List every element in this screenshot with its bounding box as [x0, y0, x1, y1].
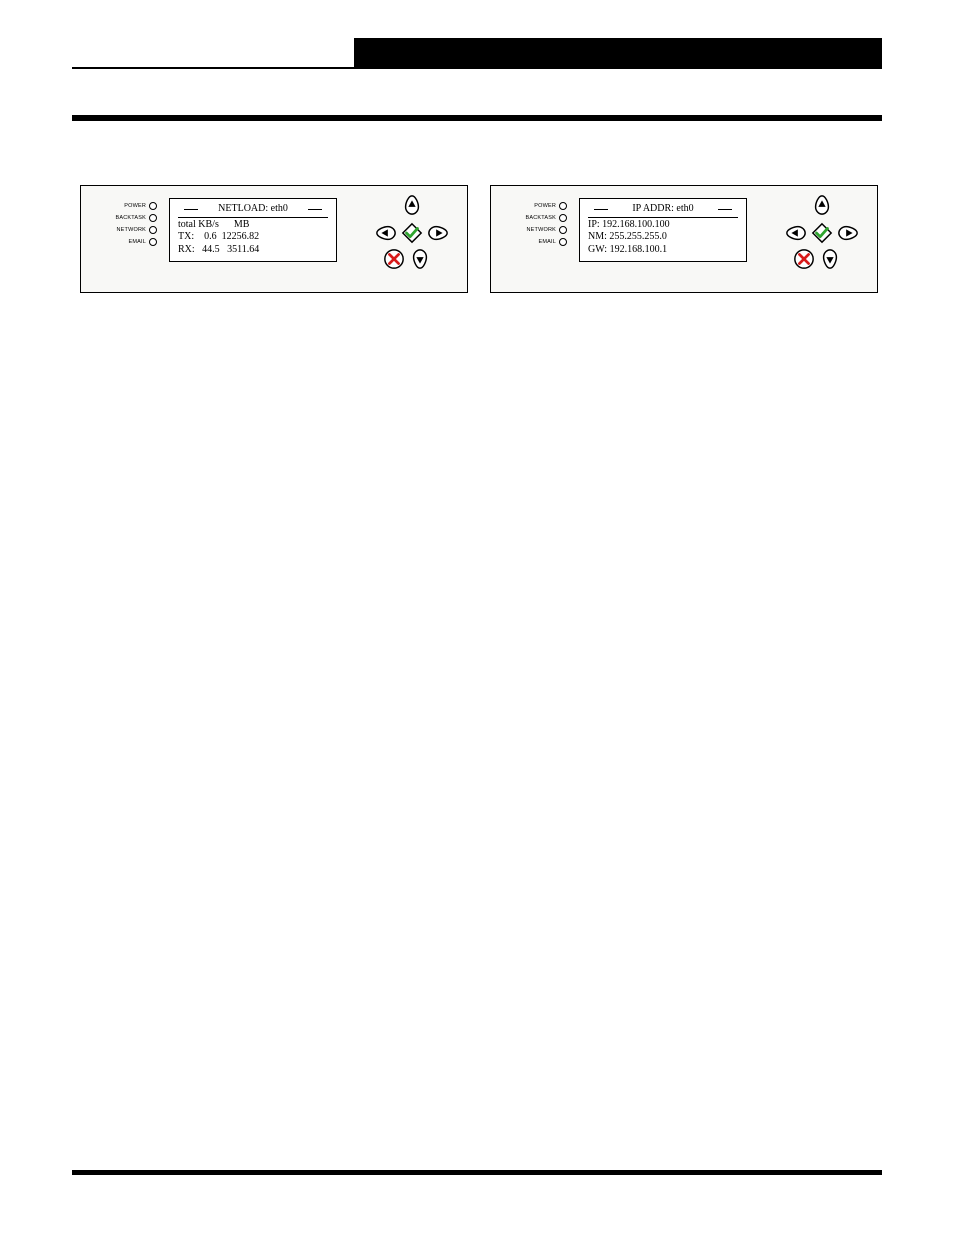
device-panel-netload: POWER BACKTASK NETWORK EMAIL NETLOAD: et…: [80, 185, 468, 293]
right-button[interactable]: [427, 222, 449, 244]
led-indicator: [559, 202, 567, 210]
led-indicator: [559, 226, 567, 234]
led-row: NETWORK: [89, 224, 157, 236]
lcd-screen-ipaddr: IP ADDR: eth0 IP: 192.168.100.100 NM: 25…: [579, 198, 747, 262]
led-row: POWER: [89, 200, 157, 212]
led-label-backtask: BACKTASK: [499, 215, 556, 221]
ok-button[interactable]: [811, 222, 833, 244]
led-label-backtask: BACKTASK: [89, 215, 146, 221]
right-button[interactable]: [837, 222, 859, 244]
led-row: EMAIL: [89, 236, 157, 248]
header-thin-rule: [72, 67, 882, 69]
down-button[interactable]: [819, 248, 841, 270]
lcd-title: NETLOAD: eth0: [178, 203, 328, 216]
lcd-row: RX: 44.5 3511.64: [178, 244, 328, 257]
led-row: BACKTASK: [499, 212, 567, 224]
footer-thick-rule: [72, 1170, 882, 1175]
led-indicator: [149, 238, 157, 246]
ok-button[interactable]: [401, 222, 423, 244]
led-indicator: [149, 214, 157, 222]
led-indicator: [559, 238, 567, 246]
up-button[interactable]: [811, 194, 833, 216]
led-row: EMAIL: [499, 236, 567, 248]
led-row: NETWORK: [499, 224, 567, 236]
lcd-screen-netload: NETLOAD: eth0 total KB/s MB TX: 0.6 1225…: [169, 198, 337, 262]
lcd-header-row: total KB/s MB: [178, 217, 328, 232]
led-row: POWER: [499, 200, 567, 212]
left-button[interactable]: [375, 222, 397, 244]
lcd-title: IP ADDR: eth0: [588, 203, 738, 216]
led-indicator: [149, 202, 157, 210]
header-black-bar: [354, 38, 882, 68]
header-thick-rule: [72, 115, 882, 121]
led-indicator: [559, 214, 567, 222]
lcd-row: GW: 192.168.100.1: [588, 244, 738, 257]
cancel-button[interactable]: [793, 248, 815, 270]
led-label-network: NETWORK: [499, 227, 556, 233]
down-button[interactable]: [409, 248, 431, 270]
led-column: POWER BACKTASK NETWORK EMAIL: [499, 200, 567, 248]
device-panel-ipaddr: POWER BACKTASK NETWORK EMAIL IP ADDR: et…: [490, 185, 878, 293]
led-label-network: NETWORK: [89, 227, 146, 233]
up-button[interactable]: [401, 194, 423, 216]
led-label-power: POWER: [89, 203, 146, 209]
led-column: POWER BACKTASK NETWORK EMAIL: [89, 200, 157, 248]
dpad: [369, 194, 455, 280]
lcd-row: TX: 0.6 12256.82: [178, 231, 328, 244]
lcd-row: IP: 192.168.100.100: [588, 217, 738, 232]
left-button[interactable]: [785, 222, 807, 244]
led-indicator: [149, 226, 157, 234]
led-row: BACKTASK: [89, 212, 157, 224]
led-label-email: EMAIL: [89, 239, 146, 245]
lcd-row: NM: 255.255.255.0: [588, 231, 738, 244]
led-label-email: EMAIL: [499, 239, 556, 245]
cancel-button[interactable]: [383, 248, 405, 270]
led-label-power: POWER: [499, 203, 556, 209]
dpad: [779, 194, 865, 280]
